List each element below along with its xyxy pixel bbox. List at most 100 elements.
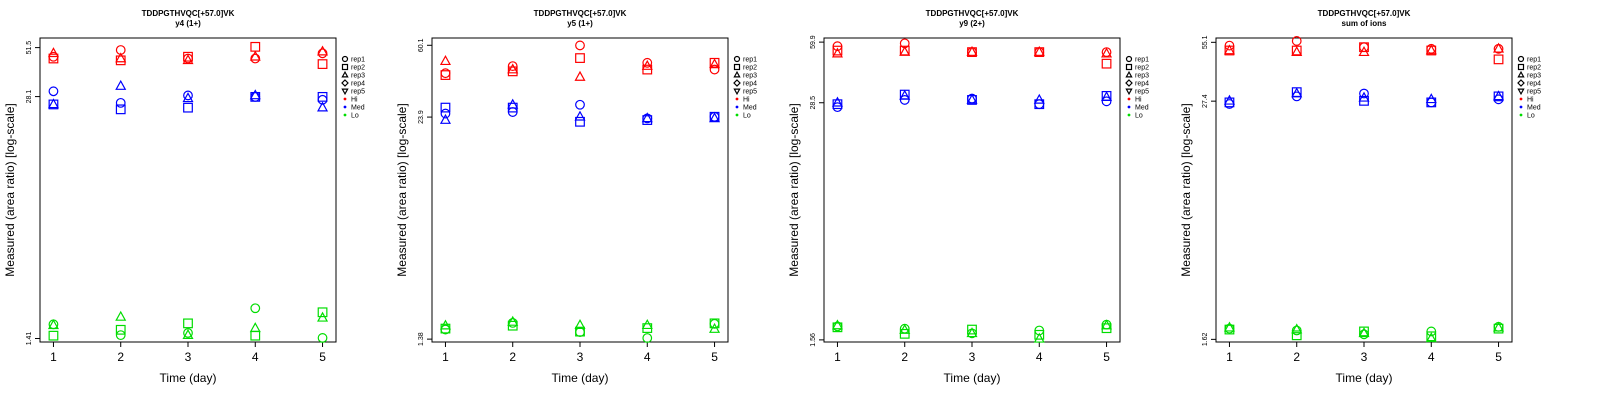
y-tick-label: 28.1 [26,90,33,104]
data-point [642,57,653,68]
legend-symbol-rep2 [733,63,741,71]
data-point [317,333,328,343]
data-point [1291,87,1303,98]
data-point [250,303,261,314]
legend-label: rep4 [351,81,365,88]
plot-area [823,37,1121,343]
x-tick-label: 4 [644,350,651,364]
data-point [439,113,451,124]
data-point [1291,323,1303,334]
x-tick-label: 3 [185,350,192,364]
data-point [967,324,977,335]
data-point [1425,93,1437,104]
data-point [249,89,261,100]
y-tick-label: 1.41 [26,332,33,346]
legend-label: Med [1527,105,1541,112]
legend-label: Med [351,105,365,112]
legend-label: rep2 [743,65,757,72]
legend-label: rep2 [1527,65,1541,72]
x-axis-label: Time (day) [1336,371,1393,385]
data-point [1101,96,1112,107]
data-point [1033,332,1045,343]
legend-label: rep1 [743,57,757,64]
data-point [832,99,843,110]
data-point [831,96,843,107]
x-tick-label: 2 [117,350,124,364]
data-point [1033,93,1045,104]
x-tick-label: 5 [319,350,326,364]
legend-dot-Med [1127,105,1131,109]
y-axis-label: Measured (area ratio) [log-scale] [1179,103,1193,276]
legend-dot-Lo [1127,113,1131,117]
data-point [899,95,910,105]
data-point [575,116,585,127]
legend-symbol-rep2 [341,63,349,71]
data-point [575,53,585,63]
legend-symbol-rep2 [1125,63,1133,71]
data-point [641,319,653,330]
x-tick-label: 4 [1036,350,1043,364]
data-point [115,97,126,108]
legend-dot-Med [343,105,347,109]
x-tick-label: 4 [1428,350,1435,364]
legend-label: Hi [743,97,750,104]
data-point [831,319,843,330]
legend-label: rep4 [1135,81,1149,88]
data-point [641,59,653,70]
data-point [317,91,328,102]
data-point [182,92,194,103]
x-tick-label: 2 [509,350,516,364]
chart-subtitle: sum of ions [1342,19,1387,28]
data-point [317,45,329,56]
data-point [574,110,586,121]
data-point [48,53,59,64]
legend-symbol-rep4 [1517,79,1525,87]
data-point [115,324,126,335]
data-point [1223,94,1235,105]
data-point [250,53,261,64]
legend-label: rep5 [351,89,365,96]
data-point [1101,91,1113,102]
data-point [899,89,911,100]
data-point [1224,97,1235,108]
data-point [182,328,194,339]
data-point [1358,91,1370,102]
data-point [439,55,451,66]
data-point [899,323,911,334]
legend-symbol-rep5 [733,88,741,96]
data-point [1034,99,1045,110]
data-point [507,98,519,109]
legend-symbol-rep1 [733,55,741,63]
data-point [1358,327,1370,338]
data-point [183,51,193,62]
data-point [317,307,328,318]
data-point [183,102,193,113]
data-point [115,52,127,63]
data-point [966,45,978,56]
data-point [1291,46,1303,57]
data-point [115,55,126,66]
legend-symbol-rep5 [1517,88,1525,96]
data-point [575,327,585,338]
data-point [1493,323,1504,334]
legend-symbol-rep4 [733,79,741,87]
legend-label: Med [743,105,757,112]
data-point [966,93,978,104]
data-point [1359,42,1369,53]
legend-label: Hi [1527,97,1534,104]
chart-title: TDDPGTHVQC[+57.0]VK [926,9,1019,18]
data-point [317,101,329,112]
legend-symbol-rep4 [341,79,349,87]
legend-symbol-rep3 [1125,70,1133,78]
legend-symbol-rep2 [1517,63,1525,71]
chart-subtitle: y4 (1+) [175,19,201,28]
y-tick-label: 55.1 [1202,35,1209,49]
y-tick-label: 1.56 [810,333,817,347]
data-point [317,59,328,69]
legend-dot-Lo [343,113,347,117]
legend-dot-Hi [343,97,347,101]
legend-label: Med [1135,105,1149,112]
data-point [47,319,59,330]
